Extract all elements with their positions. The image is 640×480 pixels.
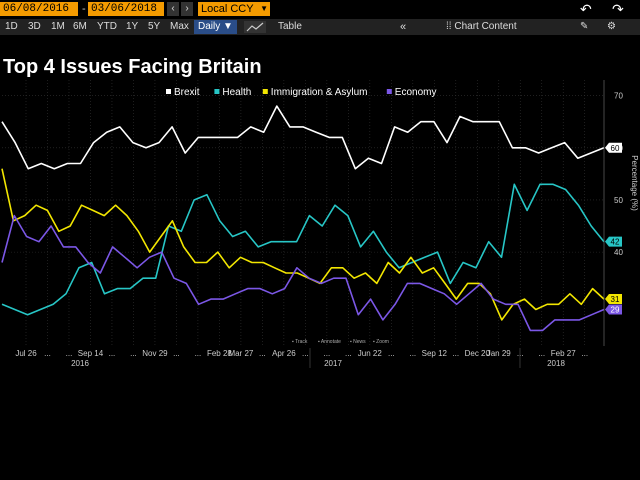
- start-date-input[interactable]: 06/08/2016: [0, 2, 78, 16]
- y-axis-title: Percentage (%): [630, 155, 639, 211]
- last-value-tag: [605, 294, 622, 305]
- period-1m-button[interactable]: 1M: [51, 21, 65, 32]
- last-value-tag: [605, 304, 622, 315]
- frequency-label: Daily: [198, 21, 221, 32]
- chart-series: [1, 105, 605, 332]
- footer-control-label: ▪ Zoom: [373, 339, 389, 345]
- x-tick-label: ...: [66, 349, 73, 358]
- x-tick-label: ...: [345, 349, 352, 358]
- legend-swatch: [262, 89, 268, 94]
- period-6m-button[interactable]: 6M: [73, 21, 87, 32]
- x-tick-label: Dec 20: [465, 349, 491, 358]
- period-1d-button[interactable]: 1D: [5, 21, 18, 32]
- x-tick-label: ...: [324, 349, 331, 358]
- y-tick-label: 70: [614, 92, 623, 101]
- footer-control-label: ▪ News: [350, 339, 366, 345]
- chart-title: Top 4 Issues Facing Britain: [3, 56, 262, 78]
- x-tick-label: ...: [409, 349, 416, 358]
- x-year-label: 2017: [324, 359, 342, 368]
- legend-label: Brexit: [174, 87, 200, 98]
- x-tick-label: Nov 29: [142, 349, 168, 358]
- x-tick-label: Mar 27: [228, 349, 253, 358]
- x-tick-label: ...: [452, 349, 459, 358]
- redo-arrow-icon[interactable]: ↷: [612, 1, 624, 17]
- collapse-icon[interactable]: «: [400, 21, 407, 33]
- chart-content-button[interactable]: ⁞⁞ Chart Content: [446, 21, 517, 32]
- prev-icon[interactable]: ‹: [167, 2, 179, 16]
- legend-swatch: [214, 89, 220, 94]
- frequency-select[interactable]: Daily ▼: [194, 20, 237, 34]
- period-ytd-button[interactable]: YTD: [97, 21, 117, 32]
- legend-label: Economy: [395, 87, 437, 98]
- x-tick-label: Sep 14: [78, 349, 104, 358]
- x-tick-label: Feb 27: [551, 349, 576, 358]
- period-1y-button[interactable]: 1Y: [126, 21, 139, 32]
- last-value-tag: [605, 142, 622, 153]
- x-tick-label: Feb 28: [207, 349, 232, 358]
- last-value-tag: [605, 236, 622, 247]
- x-tick-label: Jul 26: [15, 349, 37, 358]
- last-value-label: 60: [611, 144, 620, 153]
- x-tick-label: Jun 22: [358, 349, 383, 358]
- dropdown-icon: ▼: [260, 4, 268, 13]
- series-line-brexit: [1, 105, 605, 170]
- currency-select[interactable]: Local CCY ▼: [198, 2, 270, 16]
- legend-label: Health: [222, 87, 251, 98]
- series-line-immigration-asylum: [1, 168, 605, 321]
- x-tick-label: Sep 12: [422, 349, 448, 358]
- period-max-button[interactable]: Max: [170, 21, 189, 32]
- gear-icon[interactable]: ⚙: [607, 21, 616, 32]
- x-tick-label: ...: [581, 349, 588, 358]
- legend-swatch: [386, 89, 392, 94]
- x-tick-label: ...: [302, 349, 309, 358]
- period-3d-button[interactable]: 3D: [28, 21, 41, 32]
- period-toolbar: 1D 3D 1M 6M YTD 1Y 5Y Max Daily ▼ Table …: [0, 19, 640, 35]
- y-tick-label: 50: [614, 196, 623, 205]
- table-button[interactable]: Table: [278, 21, 302, 32]
- line-chart-icon[interactable]: [244, 21, 266, 33]
- date-toolbar: 06/08/2016 - 03/06/2018 ‹ › Local CCY ▼ …: [0, 0, 640, 19]
- series-line-health: [1, 183, 605, 316]
- period-5y-button[interactable]: 5Y: [148, 21, 161, 32]
- last-value-label: 31: [611, 295, 620, 304]
- currency-label: Local CCY: [201, 3, 254, 15]
- x-tick-label: ...: [173, 349, 180, 358]
- x-tick-label: ...: [538, 349, 545, 358]
- x-tick-label: ...: [109, 349, 116, 358]
- footer-control-label: ▪ Annotate: [318, 339, 341, 345]
- x-year-label: 2016: [71, 359, 89, 368]
- chart-grid: [2, 80, 604, 346]
- footer-control-label: ▪ Track: [292, 339, 308, 345]
- x-tick-label: ...: [388, 349, 395, 358]
- date-range-dash: -: [82, 3, 86, 15]
- legend-swatch: [166, 89, 171, 94]
- x-axis: Jul 26...... Sep 14...... Nov 29...... Feb …: [15, 348, 588, 368]
- x-year-label: 2018: [547, 359, 565, 368]
- next-icon[interactable]: ›: [181, 2, 193, 16]
- series-line-economy: [1, 214, 605, 332]
- edit-icon[interactable]: ✎: [580, 21, 589, 32]
- end-date-input[interactable]: 03/06/2018: [88, 2, 164, 16]
- chart-footer-controls: ▪ Track ▪ Annotate ▪ News ▪ Zoom: [292, 339, 389, 345]
- y-tick-label: 40: [614, 248, 623, 257]
- x-tick-label: Apr 26: [272, 349, 296, 358]
- undo-arrow-icon[interactable]: ↶: [580, 1, 592, 17]
- x-tick-label: ...: [259, 349, 266, 358]
- x-tick-label: ...: [44, 349, 51, 358]
- x-tick-label: ...: [195, 349, 202, 358]
- chart-content-label: Chart Content: [454, 21, 517, 32]
- last-value-label: 42: [611, 238, 620, 247]
- chart-legend: Brexit Health Immigration & Asylum Economy: [166, 87, 436, 98]
- x-tick-label: ...: [130, 349, 137, 358]
- x-tick-label: Jan 29: [487, 349, 512, 358]
- last-value-label: 29: [611, 305, 620, 314]
- legend-label: Immigration & Asylum: [271, 87, 368, 98]
